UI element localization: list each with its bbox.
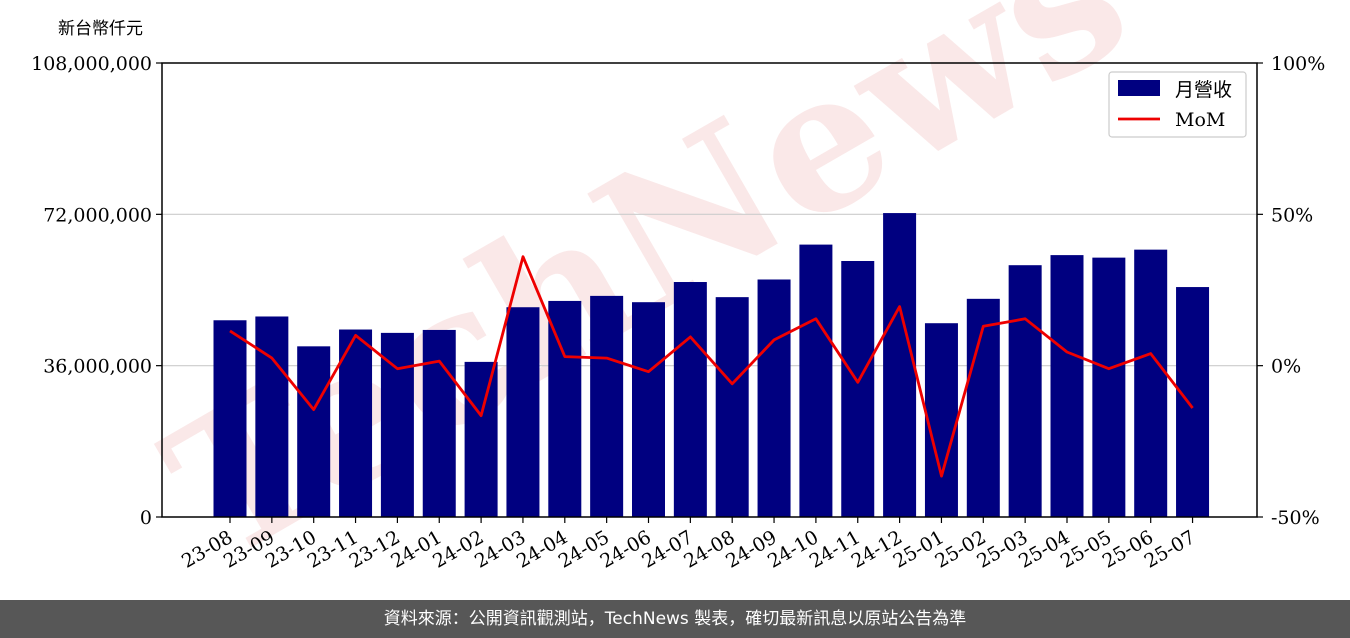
bar-25-03 <box>1008 265 1042 517</box>
bar-25-04 <box>1050 255 1084 517</box>
bar-24-02 <box>464 361 498 517</box>
bar-25-07 <box>1176 287 1210 517</box>
bar-24-01 <box>422 329 456 517</box>
y-right-tick-label: -50% <box>1271 507 1320 529</box>
bar-23-12 <box>380 332 414 517</box>
bar-24-12 <box>883 213 917 518</box>
mom-line <box>229 255 1194 478</box>
bar-23-09 <box>255 316 289 517</box>
legend: 月營收 MoM <box>1108 71 1247 138</box>
bar-24-09 <box>757 279 791 517</box>
bar-24-03 <box>506 307 540 517</box>
bar-25-01 <box>924 323 958 517</box>
y-left-tick-label: 0 <box>140 507 152 529</box>
bar-24-06 <box>632 302 665 517</box>
y-right-tick-label: 0% <box>1271 356 1301 378</box>
y-axis-unit-label: 新台幣仟元 <box>58 19 143 39</box>
legend-label-line: MoM <box>1175 109 1225 131</box>
bar-23-10 <box>297 346 331 517</box>
y-left-tick-label: 36,000,000 <box>43 356 152 378</box>
plot-frame <box>161 62 1258 518</box>
bar-24-08 <box>715 297 749 517</box>
mom-line-series <box>229 255 1194 478</box>
y-left-tick-label: 72,000,000 <box>43 204 152 226</box>
bar-24-07 <box>673 282 707 517</box>
bar-25-06 <box>1134 249 1168 517</box>
bar-24-04 <box>548 300 582 517</box>
legend-label-bar: 月營收 <box>1175 79 1232 101</box>
y-right-tick-label: 50% <box>1271 204 1313 226</box>
bar-24-05 <box>590 295 624 517</box>
bar-25-05 <box>1092 257 1126 517</box>
y-right-tick-label: 100% <box>1271 53 1325 75</box>
legend-swatch-bar <box>1118 80 1160 96</box>
bar-23-11 <box>339 329 373 517</box>
bar-24-10 <box>799 244 833 517</box>
bar-25-02 <box>966 298 1000 517</box>
revenue-chart: TechNews 036,000,00072,000,000108,000,00… <box>31 0 1325 600</box>
y-left-tick-label: 108,000,000 <box>31 53 152 75</box>
bar-24-11 <box>841 260 875 517</box>
bar-23-08 <box>213 320 247 517</box>
source-footer: 資料來源：公開資訊觀測站，TechNews 製表，確切最新訊息以原站公告為準 <box>0 600 1350 638</box>
